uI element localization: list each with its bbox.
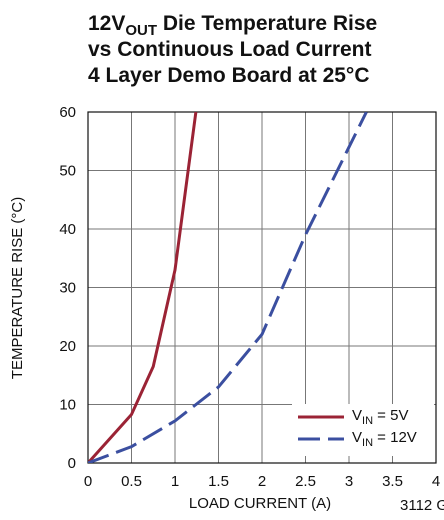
chart-title: 12VOUT Die Temperature Rise bbox=[88, 12, 377, 39]
data-line bbox=[88, 112, 198, 463]
y-tick-label: 60 bbox=[59, 104, 76, 121]
legend-box bbox=[292, 404, 434, 456]
legend-label: VIN = 5V bbox=[352, 407, 408, 427]
legend-label: VIN = 12V bbox=[352, 429, 417, 449]
title-subscript: OUT bbox=[125, 22, 157, 39]
data-line bbox=[88, 112, 368, 463]
x-tick-label: 0 bbox=[84, 473, 92, 490]
x-axis-label: LOAD CURRENT (A) bbox=[189, 495, 331, 512]
y-tick-label: 20 bbox=[59, 338, 76, 355]
legend-part: V bbox=[352, 429, 362, 446]
legend-subscript: IN bbox=[362, 415, 373, 427]
y-tick-label: 50 bbox=[59, 163, 76, 180]
x-tick-label: 1.5 bbox=[208, 473, 229, 490]
y-tick-label: 10 bbox=[59, 397, 76, 414]
x-tick-label: 1 bbox=[171, 473, 179, 490]
chart-title: vs Continuous Load Current bbox=[88, 38, 372, 61]
title-part: Die Temperature Rise bbox=[157, 12, 377, 35]
legend-part: V bbox=[352, 407, 362, 424]
plot-frame bbox=[87, 111, 437, 464]
legend-subscript: IN bbox=[362, 437, 373, 449]
y-axis-label: TEMPERATURE RISE (°C) bbox=[9, 197, 26, 379]
y-tick-label: 40 bbox=[59, 221, 76, 238]
y-tick-label: 0 bbox=[68, 455, 76, 472]
title-part: 12V bbox=[88, 12, 125, 35]
x-tick-label: 2 bbox=[258, 473, 266, 490]
legend-part: = 12V bbox=[373, 429, 417, 446]
x-tick-label: 4 bbox=[432, 473, 440, 490]
y-tick-label: 30 bbox=[59, 280, 76, 297]
x-tick-label: 2.5 bbox=[295, 473, 316, 490]
chart-title: 4 Layer Demo Board at 25°C bbox=[88, 64, 370, 87]
x-tick-label: 3 bbox=[345, 473, 353, 490]
footnote: 3112 G20 bbox=[400, 497, 444, 514]
x-tick-label: 0.5 bbox=[121, 473, 142, 490]
legend-part: = 5V bbox=[373, 407, 408, 424]
x-tick-label: 3.5 bbox=[382, 473, 403, 490]
